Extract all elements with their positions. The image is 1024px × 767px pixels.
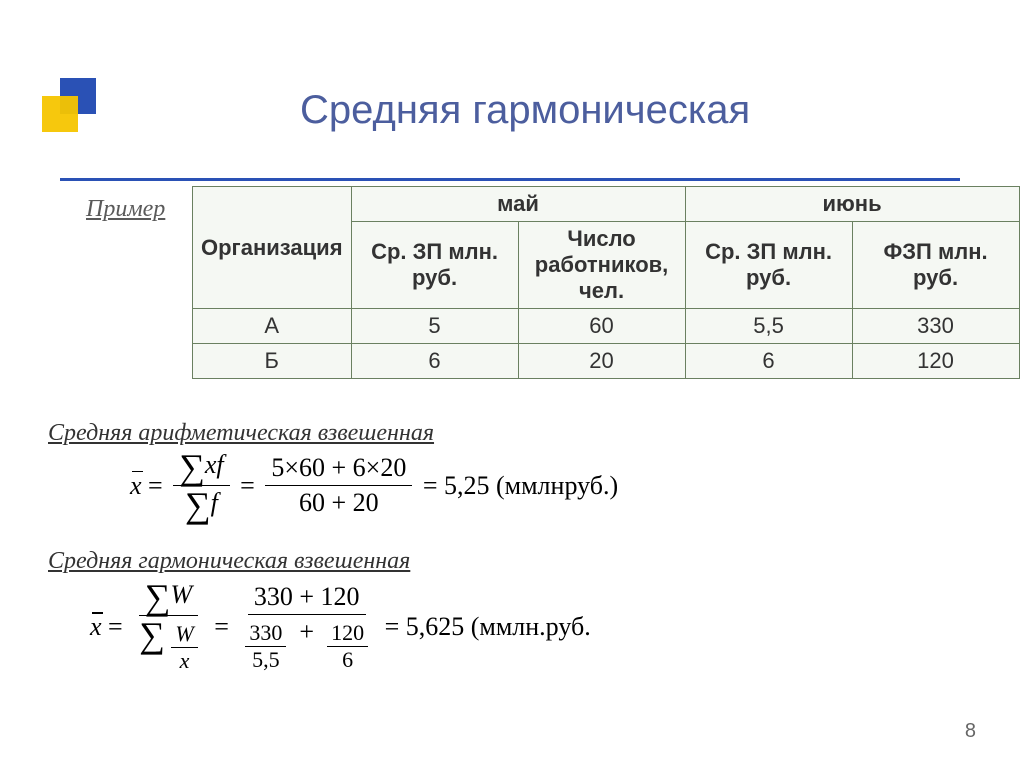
cell-fzp: 330: [852, 309, 1019, 344]
th-may: май: [351, 187, 685, 222]
th-june: июнь: [685, 187, 1019, 222]
f2-f2d: 6: [338, 647, 357, 673]
cell-fzp: 120: [852, 344, 1019, 379]
f2-f1d: 5,5: [248, 647, 284, 673]
th-fzp: ФЗП млн. руб.: [852, 222, 1019, 309]
f2-num: W: [170, 580, 192, 609]
f2-den-W: W: [171, 621, 197, 648]
data-table: Организация май июнь Ср. ЗП млн. руб. Чи…: [192, 186, 1020, 379]
f2-calc-num: 330 + 120: [248, 582, 366, 615]
table-row: А 5 60 5,5 330: [193, 309, 1020, 344]
cell-workers: 60: [518, 309, 685, 344]
cell-zp: 6: [351, 344, 518, 379]
cell-zp: 5: [351, 309, 518, 344]
section-label-harmonic: Средняя гармоническая взвешенная: [48, 548, 410, 575]
th-org: Организация: [193, 187, 352, 309]
formula-arithmetic: x = ∑xf ∑f = 5×60 + 6×20 60 + 20 = 5,25 …: [130, 450, 618, 521]
decor-yellow-square: [42, 96, 78, 132]
page-title: Средняя гармоническая: [300, 88, 750, 133]
th-zp: Ср. ЗП млн. руб.: [351, 222, 518, 309]
f1-num: xf: [205, 450, 224, 479]
cell-org: А: [193, 309, 352, 344]
f2-result: = 5,625 (ммлн.руб.: [385, 612, 591, 642]
table-header-row-1: Организация май июнь: [193, 187, 1020, 222]
f1-result: = 5,25 (ммлнруб.): [423, 471, 618, 501]
example-label: Пример: [86, 196, 165, 223]
f2-den-x: x: [176, 648, 194, 674]
f1-calc-num: 5×60 + 6×20: [265, 453, 412, 486]
page-number: 8: [965, 720, 976, 743]
cell-workers: 20: [518, 344, 685, 379]
cell-zp2: 6: [685, 344, 852, 379]
formula-harmonic: x = ∑W ∑ W x = 330 + 120 330 5,5 + 120 6…: [90, 580, 591, 674]
f1-calc-den: 60 + 20: [293, 486, 385, 518]
f2-f2n: 120: [327, 620, 368, 647]
table-row: Б 6 20 6 120: [193, 344, 1020, 379]
th-zp2: Ср. ЗП млн. руб.: [685, 222, 852, 309]
title-divider: [60, 178, 960, 181]
section-label-arithmetic: Средняя арифметическая взвешенная: [48, 420, 434, 447]
f2-f1n: 330: [245, 620, 286, 647]
th-workers: Число работников, чел.: [518, 222, 685, 309]
f1-den: f: [211, 488, 218, 517]
cell-zp2: 5,5: [685, 309, 852, 344]
cell-org: Б: [193, 344, 352, 379]
